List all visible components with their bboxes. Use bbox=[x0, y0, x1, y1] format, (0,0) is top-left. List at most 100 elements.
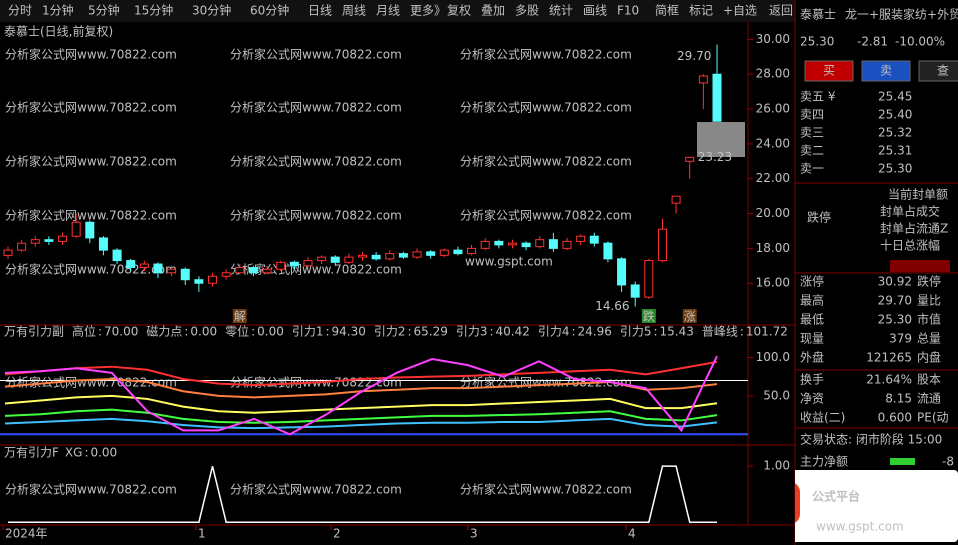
y-tick-label: 16.00 bbox=[756, 276, 790, 290]
stat-label: 股本 bbox=[917, 373, 941, 387]
stat-value: 29.70 bbox=[878, 294, 912, 308]
trade-button-label[interactable]: 卖 bbox=[880, 64, 892, 78]
stat-label: 收益(二) bbox=[800, 411, 845, 425]
stock-name: 泰慕士 bbox=[800, 8, 836, 22]
flow-bar bbox=[890, 458, 915, 465]
signal-marker: 涨 bbox=[684, 309, 696, 324]
y-tick-label: 20.00 bbox=[756, 206, 790, 220]
time-label: 4 bbox=[628, 527, 636, 541]
time-label: 1 bbox=[198, 527, 206, 541]
trade-button[interactable] bbox=[804, 60, 854, 82]
signal-marker: 解 bbox=[234, 310, 246, 324]
legend-sep: : bbox=[184, 325, 188, 339]
candle-body bbox=[535, 239, 545, 248]
legend-sep: : bbox=[490, 325, 494, 339]
toolbar-button[interactable]: 周线 bbox=[342, 4, 366, 18]
legend-entry: 94.30 bbox=[332, 325, 366, 339]
trade-status: 交易状态: 闭市阶段 15:00 bbox=[800, 432, 942, 447]
toolbar-button[interactable]: 5分钟 bbox=[88, 3, 120, 18]
watermark: 分析家公式网www.70822.com bbox=[460, 154, 632, 169]
indicator-line bbox=[4, 355, 718, 436]
toolbar-button[interactable]: 月线 bbox=[376, 4, 400, 18]
watermark: 分析家公式网www.70822.com bbox=[230, 154, 402, 169]
watermark: 分析家公式网www.70822.com bbox=[230, 47, 402, 62]
trade-button[interactable] bbox=[861, 60, 911, 82]
book-price: 25.45 bbox=[878, 90, 912, 104]
signal-marker: 跌 bbox=[643, 309, 655, 324]
candle-body bbox=[85, 221, 95, 239]
stat-value: 30.92 bbox=[878, 275, 912, 289]
toolbar-button[interactable]: 60分钟 bbox=[250, 3, 289, 18]
candle-body bbox=[358, 254, 367, 258]
stat-value: 0.600 bbox=[878, 411, 912, 425]
toolbar-button[interactable]: 统计 bbox=[549, 4, 573, 18]
trade-button[interactable] bbox=[918, 60, 958, 82]
toolbar-button[interactable]: 日线 bbox=[308, 4, 332, 18]
candle-body bbox=[548, 239, 558, 249]
candle-body bbox=[58, 235, 68, 242]
legend-sep: : bbox=[654, 325, 658, 339]
limit-item: 当前封单额 bbox=[888, 187, 948, 202]
stat-label: 跌停 bbox=[917, 274, 941, 289]
toolbar-button[interactable]: 分时 bbox=[8, 4, 32, 18]
book-label: 卖三 bbox=[800, 126, 824, 140]
candle-body bbox=[480, 240, 490, 249]
candle-body bbox=[317, 256, 327, 262]
selection-box bbox=[697, 122, 745, 157]
candle-body bbox=[644, 260, 654, 298]
toolbar-button[interactable]: +自选 bbox=[723, 4, 757, 18]
legend-entry: XG bbox=[65, 446, 83, 460]
toolbar-button[interactable]: 1分钟 bbox=[42, 3, 74, 18]
main-flow: 主力净额 bbox=[800, 455, 848, 469]
candle-body bbox=[248, 267, 258, 274]
stat-label: PE(动 bbox=[917, 411, 949, 425]
toolbar-button[interactable]: 15分钟 bbox=[134, 3, 173, 18]
stat-label: 量比 bbox=[917, 294, 941, 308]
candle-body bbox=[139, 263, 149, 269]
change: -2.81 bbox=[857, 35, 888, 49]
candle-body bbox=[208, 275, 218, 284]
pct: -10.00% bbox=[895, 35, 945, 49]
candle-body bbox=[426, 251, 436, 256]
candle-body bbox=[630, 284, 640, 298]
collapse-button[interactable] bbox=[890, 260, 950, 272]
stat-value: 121265 bbox=[866, 351, 912, 365]
candle-body bbox=[194, 279, 204, 284]
toolbar-button[interactable]: 更多》 bbox=[410, 4, 446, 18]
candle-body bbox=[235, 267, 245, 274]
stat-value: 379 bbox=[889, 332, 912, 346]
toolbar-button[interactable]: 多股 bbox=[515, 4, 539, 18]
toolbar-button[interactable]: 复权 bbox=[447, 4, 471, 18]
trade-button-label[interactable]: 买 bbox=[823, 64, 835, 78]
candle-body bbox=[30, 239, 40, 244]
toolbar-button[interactable]: 简框 bbox=[655, 4, 679, 18]
candle-body bbox=[657, 228, 667, 262]
toolbar-button[interactable]: F10 bbox=[617, 4, 639, 18]
toolbar-button[interactable]: 画线 bbox=[583, 4, 607, 18]
watermark: 分析家公式网www.70822.com bbox=[5, 375, 177, 390]
y-tick-label: 1.00 bbox=[763, 459, 790, 473]
candle-body bbox=[330, 256, 340, 263]
toolbar-button[interactable]: 返回 bbox=[769, 4, 793, 18]
legend-entry: 引力4 bbox=[538, 325, 570, 339]
trade-button-label[interactable]: 查 bbox=[937, 64, 949, 78]
candle-body bbox=[453, 249, 463, 255]
indicator-line bbox=[4, 360, 718, 387]
stat-label: 净资 bbox=[800, 392, 824, 406]
legend-sep: : bbox=[408, 325, 412, 339]
watermark: 分析家公式网www.70822.com bbox=[5, 262, 177, 277]
limit-label: 跌停 bbox=[807, 210, 831, 225]
price-annotation: 29.70 bbox=[677, 49, 711, 63]
legend-entry: 65.29 bbox=[414, 325, 448, 339]
legend-entry: 引力3 bbox=[456, 325, 488, 339]
legend-sep: : bbox=[98, 325, 102, 339]
candle-body bbox=[467, 247, 477, 255]
legend-sep: : bbox=[251, 325, 255, 339]
candle-body bbox=[685, 156, 695, 162]
candle-body bbox=[398, 253, 408, 258]
toolbar-button[interactable]: 叠加 bbox=[481, 4, 505, 18]
toolbar-button[interactable]: 标记 bbox=[689, 4, 713, 18]
time-label: 2024年 bbox=[5, 527, 48, 541]
toolbar-button[interactable]: 30分钟 bbox=[192, 3, 231, 18]
